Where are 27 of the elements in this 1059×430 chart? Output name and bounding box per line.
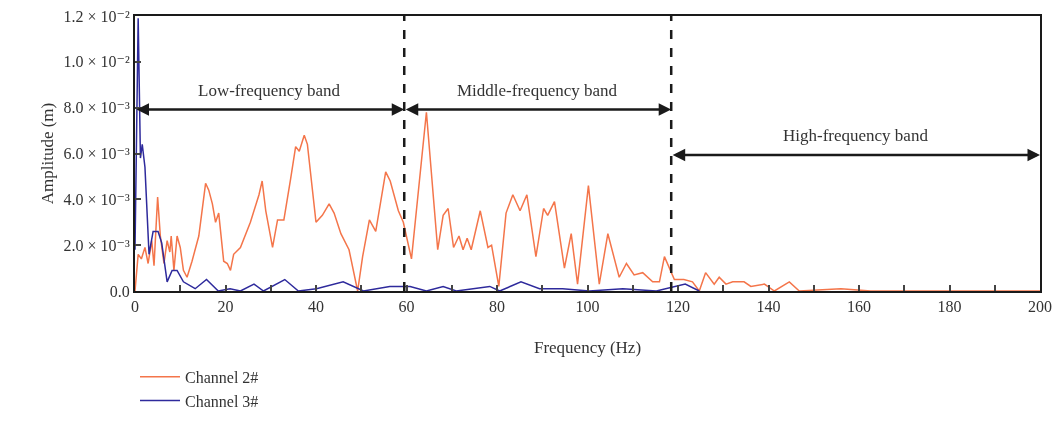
y-tick-label: 8.0 × 10⁻³ bbox=[63, 99, 130, 117]
x-tick-label: 80 bbox=[489, 298, 505, 316]
y-tick-label: 4.0 × 10⁻³ bbox=[63, 190, 130, 208]
line-series bbox=[135, 17, 701, 291]
y-axis-title: Amplitude (m) bbox=[37, 102, 57, 205]
x-tick-label: 0 bbox=[131, 298, 139, 316]
x-tick-label: 60 bbox=[398, 298, 415, 316]
annotation: Low-frequency band bbox=[198, 81, 341, 100]
x-tick-label: 200 bbox=[1028, 298, 1052, 316]
legend-label: Channel 2# bbox=[185, 368, 259, 386]
x-tick-label: 180 bbox=[937, 298, 962, 316]
x-tick-label: 140 bbox=[756, 298, 781, 316]
annotation: High-frequency band bbox=[783, 126, 929, 145]
x-tick-label: 120 bbox=[666, 298, 690, 316]
x-tick-label: 160 bbox=[847, 298, 871, 316]
line-series bbox=[135, 111, 1040, 291]
y-tick-label: 2.0 × 10⁻³ bbox=[63, 236, 130, 254]
y-tick-label: 1.2 × 10⁻² bbox=[63, 7, 130, 25]
y-tick-label: 0.0 bbox=[109, 282, 130, 300]
x-axis-title: Frequency (Hz) bbox=[533, 338, 642, 357]
y-tick-label: 1.0 × 10⁻² bbox=[63, 53, 130, 71]
y-tick-label: 6.0 × 10⁻³ bbox=[63, 145, 130, 163]
legend-label: Channel 3# bbox=[185, 392, 259, 410]
x-tick-label: 100 bbox=[575, 298, 600, 316]
annotation: Middle-frequency band bbox=[457, 81, 618, 100]
x-tick-label: 40 bbox=[308, 298, 324, 316]
x-tick-label: 20 bbox=[217, 298, 234, 316]
